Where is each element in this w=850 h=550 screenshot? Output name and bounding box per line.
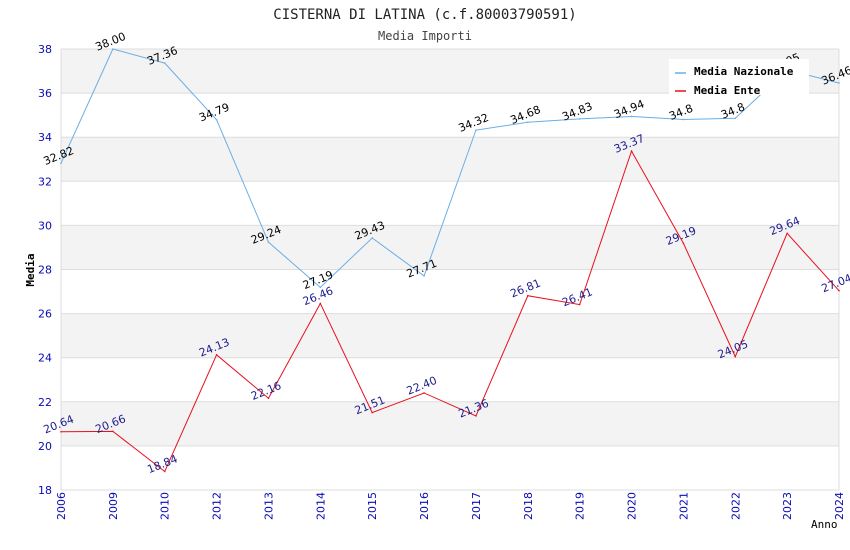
data-point: [475, 415, 477, 417]
x-tick-label: 2021: [677, 492, 690, 520]
data-point: [527, 294, 529, 297]
data-point: [319, 302, 322, 305]
data-point: [267, 241, 270, 243]
background-bands: [61, 49, 839, 446]
band: [61, 401, 839, 446]
data-point: [319, 286, 322, 289]
x-tick-label: 2022: [729, 492, 742, 520]
data-label: 18.84: [145, 452, 179, 476]
data-point: [578, 303, 581, 306]
x-tick-label: 2016: [418, 492, 431, 520]
x-tick-label: 2014: [314, 492, 327, 520]
y-tick-label: 30: [38, 219, 52, 232]
data-point: [838, 82, 840, 84]
x-tick-label: 2023: [781, 492, 794, 520]
y-axis-label: Media: [24, 253, 37, 286]
legend-label-media-nazionale: Media Nazionale: [694, 65, 794, 78]
data-point: [630, 115, 633, 118]
gridlines: [60, 48, 840, 491]
x-tick-label: 2012: [211, 492, 224, 520]
band: [61, 225, 839, 270]
y-tick-label: 22: [38, 396, 52, 409]
data-point: [578, 118, 581, 120]
data-point: [60, 162, 62, 165]
y-tick-label: 20: [38, 440, 52, 453]
data-point: [423, 392, 425, 394]
x-tick-label: 2010: [159, 492, 172, 520]
data-label: 34.83: [560, 100, 594, 124]
x-axis-ticks: 2006 2009 2010 2012 2013 2014 2015 2016 2017 2018…: [55, 492, 846, 520]
data-label: 22.16: [249, 379, 283, 403]
y-tick-label: 32: [38, 175, 52, 188]
data-point: [682, 242, 685, 245]
y-tick-label: 26: [38, 308, 52, 321]
y-tick-label: 38: [38, 43, 52, 56]
data-point: [786, 232, 788, 235]
band: [61, 137, 839, 182]
series-line-media-ente: [60, 149, 840, 473]
x-tick-label: 2015: [366, 492, 379, 520]
x-tick-label: 2017: [470, 492, 483, 520]
data-label: 34.32: [457, 111, 491, 135]
data-point: [267, 397, 270, 400]
y-tick-label: 28: [38, 264, 52, 277]
x-axis-label: Anno: [811, 518, 838, 531]
data-point: [163, 470, 166, 473]
series-line-media-nazionale: [60, 48, 840, 289]
y-tick-label: 34: [38, 131, 52, 144]
legend: Media Nazionale Media Ente: [669, 59, 809, 97]
y-tick-label: 18: [38, 484, 52, 497]
x-tick-label: 2018: [522, 492, 535, 520]
data-point: [423, 275, 425, 277]
legend-label-media-ente: Media Ente: [694, 84, 761, 97]
data-point: [371, 237, 374, 239]
data-point: [215, 118, 218, 121]
x-tick-label: 2006: [55, 492, 68, 520]
data-label: 26.81: [508, 277, 542, 301]
data-point: [475, 129, 477, 131]
data-point: [838, 289, 840, 292]
y-tick-label: 24: [38, 352, 52, 365]
data-point: [163, 62, 166, 64]
data-label: 27.04: [820, 271, 850, 295]
chart-title: CISTERNA DI LATINA (c.f.80003790591): [273, 7, 576, 23]
band: [61, 313, 839, 358]
data-point: [215, 354, 218, 356]
series-lines: [60, 48, 840, 473]
data-point: [630, 150, 633, 152]
data-label: 26.41: [560, 285, 594, 309]
legend-box: [669, 59, 809, 95]
data-point: [734, 117, 737, 120]
chart-subtitle: Media Importi: [378, 29, 472, 43]
x-tick-label: 2024: [833, 492, 846, 520]
data-point: [682, 118, 685, 121]
data-label: 34.68: [508, 103, 542, 127]
data-point: [371, 411, 374, 414]
data-label: 34.94: [612, 97, 646, 121]
data-point: [112, 430, 114, 433]
x-tick-label: 2009: [107, 492, 120, 520]
y-axis-ticks: 18 20 22 24 26 28 30 32 34 36 38: [38, 43, 52, 497]
data-point: [734, 355, 737, 358]
x-tick-label: 2019: [574, 492, 587, 520]
y-tick-label: 36: [38, 87, 52, 100]
x-tick-label: 2013: [262, 492, 275, 520]
x-tick-label: 2020: [626, 492, 639, 520]
data-point: [60, 430, 62, 433]
data-point: [527, 121, 529, 124]
data-point: [112, 48, 114, 50]
